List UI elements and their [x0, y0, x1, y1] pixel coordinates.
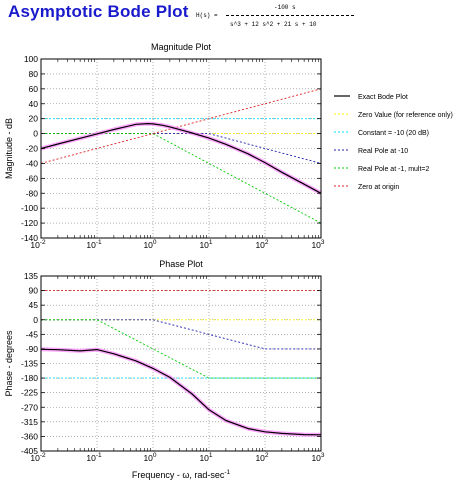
legend-label: Zero Value (for reference only) [358, 112, 453, 119]
series-zero-at-origin [40, 88, 322, 164]
transfer-function-fraction-bar [226, 15, 354, 16]
y-tick-label: 135 [24, 271, 38, 281]
y-tick-label: -100 [21, 203, 38, 213]
y-tick-label: -20 [26, 144, 39, 154]
x-tick-label: 102 [255, 239, 268, 250]
series-exact-bode [40, 348, 322, 436]
y-tick-label: 90 [29, 286, 39, 296]
y-tick-label: -360 [21, 431, 38, 441]
y-tick-label: 0 [33, 315, 38, 325]
x-tick-label: 10-1 [86, 239, 102, 250]
y-tick-label: -315 [21, 417, 38, 427]
y-axis-label: Magnitude - dB [4, 118, 14, 179]
legend-label: Constant = -10 (20 dB) [358, 130, 429, 137]
x-tick-label: 102 [255, 452, 268, 463]
y-tick-label: -90 [26, 344, 39, 354]
y-tick-label: -60 [26, 173, 39, 183]
y-tick-label: 80 [29, 69, 39, 79]
y-tick-label: -405 [21, 446, 38, 456]
y-tick-label: 60 [29, 84, 39, 94]
y-tick-label: -225 [21, 388, 38, 398]
chart-title: Magnitude Plot [151, 42, 212, 52]
grid [40, 58, 322, 239]
series-real-pole-at-1-mult-2 [41, 133, 322, 224]
x-tick-label: 10-1 [86, 452, 102, 463]
x-tick-label: 103 [311, 452, 324, 463]
transfer-function-lhs: H(s) = [196, 12, 218, 19]
chart-title: Phase Plot [159, 259, 203, 269]
legend: Exact Bode Plot Zero Value (for reference… [334, 94, 453, 191]
y-tick-label: -120 [21, 218, 38, 228]
y-tick-label: -80 [26, 188, 39, 198]
transfer-function-denominator: s^3 + 12 s^2 + 21 s + 10 [230, 21, 317, 28]
legend-label: Exact Bode Plot [358, 94, 408, 101]
y-axis-label: Phase - degrees [4, 330, 14, 397]
magnitude-plot: Magnitude Plot -140 -120 -100 -80 -60 -40 -20 0 2… [4, 42, 325, 250]
x-tick-label: 101 [199, 452, 212, 463]
x-tick-label: 10-2 [30, 239, 46, 250]
y-tick-label: 0 [33, 129, 38, 139]
phase-plot: Phase Plot -405 -360 -315 -270 -225 -180 -135 -9… [4, 259, 325, 480]
legend-label: Zero at origin [358, 184, 399, 191]
y-tick-label: 100 [24, 54, 38, 64]
y-tick-label: -270 [21, 402, 38, 412]
y-tick-label: 40 [29, 99, 39, 109]
y-tick-label: 20 [29, 114, 39, 124]
y-tick-label: -180 [21, 373, 38, 383]
legend-label: Real Pole at -1, mult=2 [358, 166, 430, 173]
series-real-pole-at-1-mult-2 [41, 319, 321, 379]
y-tick-label: -40 [26, 158, 39, 168]
x-axis-label: Frequency - ω, rad-sec-1 [132, 469, 231, 480]
grid [40, 275, 322, 452]
y-tick-label: -135 [21, 359, 38, 369]
y-tick-label: -45 [26, 329, 39, 339]
legend-label: Real Pole at -10 [358, 148, 408, 155]
x-tick-label: 103 [311, 239, 324, 250]
x-tick-label: 10-2 [30, 452, 46, 463]
transfer-function: H(s) = -100 s s^3 + 12 s^2 + 21 s + 10 [196, 4, 354, 30]
x-tick-label: 100 [143, 239, 156, 250]
series-exact-halo [40, 121, 322, 196]
x-tick-label: 101 [199, 239, 212, 250]
y-tick-label: 45 [29, 300, 39, 310]
x-tick-label: 100 [143, 452, 156, 463]
page-title: Asymptotic Bode Plot [8, 2, 189, 21]
series-exact-bode [40, 122, 322, 194]
transfer-function-numerator: -100 s [274, 4, 296, 11]
y-tick-label: -140 [21, 233, 38, 243]
